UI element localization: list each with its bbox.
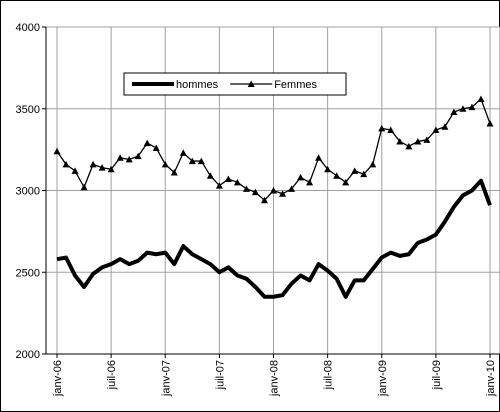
marker [197, 157, 205, 165]
marker [188, 157, 196, 165]
x-tick-label: juil-07 [214, 360, 226, 390]
marker [206, 172, 214, 179]
legend-label: Femmes [274, 79, 317, 91]
marker [351, 167, 359, 174]
x-tick-label: janv-10 [485, 360, 497, 397]
marker [369, 160, 377, 168]
x-tick-label: janv-08 [269, 360, 281, 397]
marker [486, 119, 494, 127]
marker [53, 147, 61, 155]
marker [297, 173, 305, 181]
marker [459, 105, 467, 112]
y-tick-label: 2000 [16, 349, 40, 361]
marker [414, 137, 422, 145]
marker [477, 95, 485, 102]
marker [161, 160, 169, 168]
marker [125, 155, 133, 163]
y-tick-label: 4000 [16, 22, 40, 34]
series-line [56, 178, 492, 299]
marker [432, 126, 440, 134]
marker [288, 185, 296, 192]
marker [378, 124, 386, 132]
legend-label: hommes [176, 79, 219, 91]
marker [215, 182, 223, 189]
marker [89, 160, 97, 168]
marker [260, 196, 268, 204]
marker [251, 188, 259, 196]
marker [396, 137, 404, 145]
marker [405, 142, 413, 150]
x-tick-label: janv-06 [52, 360, 64, 397]
marker [152, 144, 160, 151]
marker [62, 160, 70, 168]
x-tick-label: juil-06 [106, 360, 118, 390]
marker [360, 170, 368, 178]
x-tick-label: juil-08 [323, 360, 335, 390]
marker [423, 136, 431, 143]
marker [107, 165, 115, 173]
x-tick-label: janv-09 [377, 360, 389, 397]
y-tick-label: 2500 [16, 267, 40, 279]
marker [233, 178, 241, 186]
marker [441, 123, 449, 130]
marker [134, 152, 142, 160]
legend-marker [247, 80, 255, 87]
x-tick-label: janv-07 [160, 360, 172, 397]
marker [71, 167, 79, 174]
marker [80, 183, 88, 191]
y-tick-label: 3000 [16, 186, 40, 198]
marker [143, 139, 151, 147]
y-tick-label: 3500 [16, 104, 40, 116]
marker [98, 164, 106, 171]
x-tick-label: juil-09 [431, 360, 443, 390]
marker [306, 178, 314, 186]
marker [170, 169, 178, 176]
marker [224, 175, 232, 183]
marker [387, 126, 395, 134]
marker [179, 149, 187, 156]
marker [342, 178, 350, 186]
marker [324, 165, 332, 173]
marker [468, 103, 476, 111]
marker [450, 108, 458, 116]
marker [279, 190, 287, 197]
marker [315, 154, 323, 161]
marker [116, 154, 124, 161]
marker [242, 185, 250, 192]
marker [333, 172, 341, 179]
marker [270, 187, 277, 194]
